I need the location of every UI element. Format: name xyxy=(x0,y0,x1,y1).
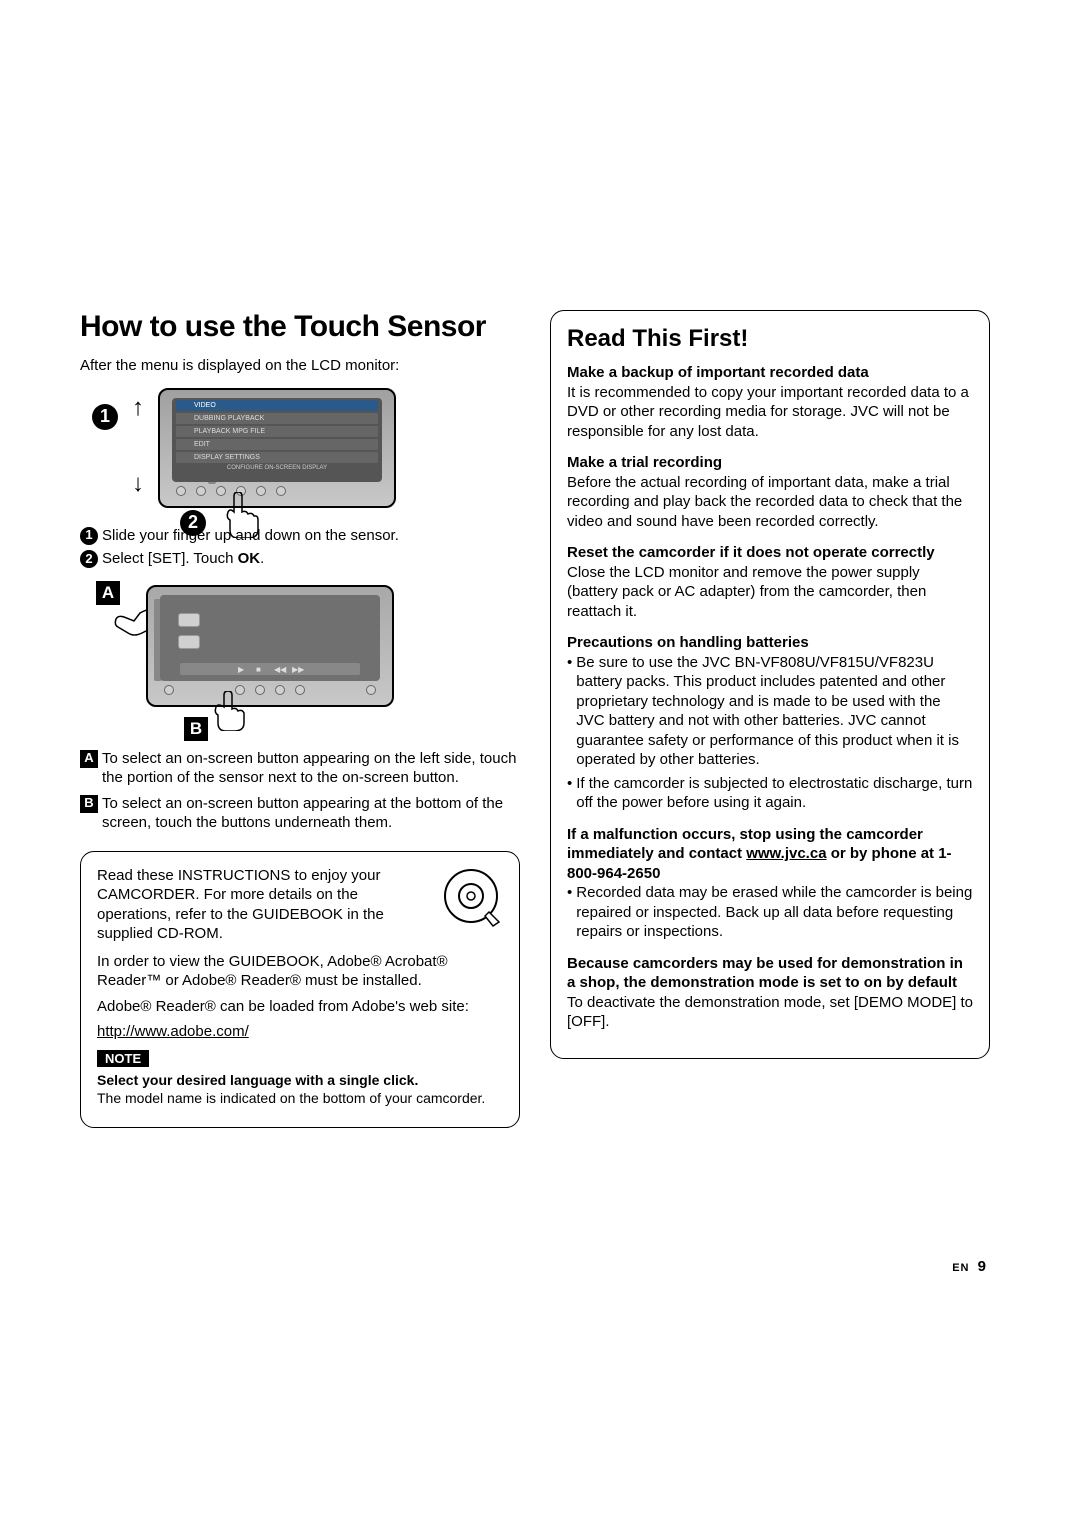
on-screen-left-buttons xyxy=(178,613,200,649)
battery-bullet-2-text: If the camcorder is subjected to electro… xyxy=(576,774,973,813)
trial-text: Before the actual recording of important… xyxy=(567,473,973,532)
demo-mode-section: Because camcorders may be used for demon… xyxy=(567,954,973,1032)
side-button xyxy=(178,635,200,649)
callout-B: B xyxy=(184,717,208,741)
stop-icon: ■ xyxy=(256,665,266,673)
lcd-screen-frame: VIDEO DUBBING PLAYBACK PLAYBACK MPG FILE… xyxy=(158,388,396,508)
lcd-diagram-1: 1 ↑ ↓ VIDEO DUBBING PLAYBACK PLAYBACK MP… xyxy=(120,386,400,516)
note-bold-text: Select your desired language with a sing… xyxy=(97,1071,503,1089)
trial-recording-section: Make a trial recording Before the actual… xyxy=(567,453,973,531)
page-footer: EN 9 xyxy=(952,1258,986,1275)
backup-section: Make a backup of important recorded data… xyxy=(567,363,973,441)
step-number-2: 2 xyxy=(80,550,98,568)
left-column: How to use the Touch Sensor After the me… xyxy=(80,310,520,1128)
malfunction-section: If a malfunction occurs, stop using the … xyxy=(567,825,973,942)
menu-item-video: VIDEO xyxy=(176,400,378,411)
lcd-buttons-row xyxy=(176,486,378,500)
callout-2: 2 xyxy=(180,510,206,536)
note-body-text: The model name is indicated on the botto… xyxy=(97,1089,503,1107)
backup-heading: Make a backup of important recorded data xyxy=(567,363,973,383)
page-content: How to use the Touch Sensor After the me… xyxy=(0,0,1080,1188)
infobox-p3: Adobe® Reader® can be loaded from Adobe'… xyxy=(97,997,503,1017)
callout-A: A xyxy=(96,581,120,605)
lcd-buttons-row-2 xyxy=(164,685,376,699)
lcd-button xyxy=(295,685,305,695)
lcd-button xyxy=(176,486,186,496)
battery-bullet-2: • If the camcorder is subjected to elect… xyxy=(567,774,973,813)
page-lang: EN xyxy=(952,1262,969,1274)
lcd-button xyxy=(255,685,265,695)
step-B-body: To select an on-screen button appearing … xyxy=(102,794,520,833)
playback-controls-bar: ▶ ■ ◀◀ ▶▶ xyxy=(180,663,360,675)
batteries-section: Precautions on handling batteries • Be s… xyxy=(567,633,973,813)
menu-item-playback-mpg: PLAYBACK MPG FILE xyxy=(176,426,378,437)
note-label: NOTE xyxy=(97,1050,149,1067)
trial-heading: Make a trial recording xyxy=(567,453,973,473)
bullet-icon: • xyxy=(567,883,572,903)
lcd-button xyxy=(276,486,286,496)
finger-bottom-icon xyxy=(214,691,248,731)
forward-icon: ▶▶ xyxy=(292,665,302,673)
lcd-button xyxy=(366,685,376,695)
read-this-first-box: Read This First! Make a backup of import… xyxy=(550,310,990,1059)
finger-icon xyxy=(224,492,260,538)
menu-item-edit: EDIT xyxy=(176,439,378,450)
cd-disc-icon xyxy=(443,868,503,928)
malfunction-heading: If a malfunction occurs, stop using the … xyxy=(567,825,973,884)
lcd-diagram-2: A ▶ ■ ◀◀ ▶▶ xyxy=(120,579,400,739)
battery-bullet-1-text: Be sure to use the JVC BN-VF808U/VF815U/… xyxy=(576,653,973,770)
rewind-icon: ◀◀ xyxy=(274,665,284,673)
cd-rom-info-box: Read these INSTRUCTIONS to enjoy your CA… xyxy=(80,851,520,1128)
lcd-screen-frame-2: ▶ ■ ◀◀ ▶▶ xyxy=(146,585,394,707)
read-this-first-title: Read This First! xyxy=(567,325,973,353)
step-A-text: A To select an on-screen button appearin… xyxy=(80,749,520,788)
intro-text: After the menu is displayed on the LCD m… xyxy=(80,356,520,376)
arrow-down-icon: ↓ xyxy=(132,470,144,498)
arrow-up-icon: ↑ xyxy=(132,394,144,422)
battery-bullet-1: • Be sure to use the JVC BN-VF808U/VF815… xyxy=(567,653,973,770)
step-A-body: To select an on-screen button appearing … xyxy=(102,749,520,788)
backup-text: It is recommended to copy your important… xyxy=(567,383,973,442)
step-number-1: 1 xyxy=(80,527,98,545)
step-1-text: 1 Slide your finger up and down on the s… xyxy=(80,526,520,546)
infobox-p2: In order to view the GUIDEBOOK, Adobe® A… xyxy=(97,952,503,991)
step-2-body: Select [SET]. Touch OK. xyxy=(102,549,264,569)
step-2-text: 2 Select [SET]. Touch OK. xyxy=(80,549,520,569)
malfunction-bullet-1: • Recorded data may be erased while the … xyxy=(567,883,973,942)
page-number: 9 xyxy=(978,1258,986,1275)
step-B-text: B To select an on-screen button appearin… xyxy=(80,794,520,833)
demo-text: To deactivate the demonstration mode, se… xyxy=(567,993,973,1032)
lcd-button xyxy=(164,685,174,695)
menu-subtitle: CONFIGURE ON-SCREEN DISPLAY xyxy=(172,465,382,471)
reset-section: Reset the camcorder if it does not opera… xyxy=(567,543,973,621)
play-icon: ▶ xyxy=(238,665,248,673)
lcd-button xyxy=(196,486,206,496)
side-button xyxy=(178,613,200,627)
malfunction-bullet-1-text: Recorded data may be erased while the ca… xyxy=(576,883,973,942)
batteries-heading: Precautions on handling batteries xyxy=(567,633,973,653)
reset-text: Close the LCD monitor and remove the pow… xyxy=(567,563,973,622)
note-section: NOTE xyxy=(97,1050,503,1071)
step-label-B: B xyxy=(80,795,98,813)
right-column: Read This First! Make a backup of import… xyxy=(550,310,990,1128)
lcd-display-2: ▶ ■ ◀◀ ▶▶ xyxy=(160,595,380,681)
reset-heading: Reset the camcorder if it does not opera… xyxy=(567,543,973,563)
adobe-url: http://www.adobe.com/ xyxy=(97,1022,503,1042)
menu-item-display-settings: DISPLAY SETTINGS xyxy=(176,452,378,463)
bullet-icon: • xyxy=(567,653,572,673)
section-title-touch-sensor: How to use the Touch Sensor xyxy=(80,310,520,344)
bullet-icon: • xyxy=(567,774,572,794)
callout-1: 1 xyxy=(92,404,118,430)
lcd-button xyxy=(275,685,285,695)
demo-heading: Because camcorders may be used for demon… xyxy=(567,954,973,993)
two-column-layout: How to use the Touch Sensor After the me… xyxy=(80,310,1000,1128)
menu-item-dubbing: DUBBING PLAYBACK xyxy=(176,413,378,424)
lcd-menu-display: VIDEO DUBBING PLAYBACK PLAYBACK MPG FILE… xyxy=(172,398,382,482)
step-label-A: A xyxy=(80,750,98,768)
